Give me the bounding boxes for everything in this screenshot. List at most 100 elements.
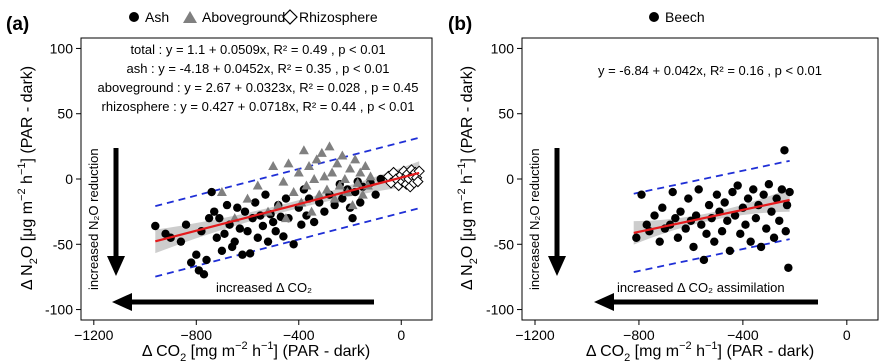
point-beech <box>650 211 659 220</box>
legend-b: Beech <box>649 9 705 25</box>
y-tick-label: 0 <box>506 171 514 187</box>
point-ash <box>263 237 273 246</box>
point-ash <box>297 220 306 229</box>
point-beech <box>712 190 722 199</box>
arrow-a-horizontal-head <box>112 293 132 311</box>
point-beech <box>725 246 735 256</box>
point-aboveground <box>332 158 343 168</box>
point-ash <box>338 194 347 203</box>
point-beech <box>762 224 771 233</box>
axes-a: -100 -50 0 50 100 −1200 −800 −400 0 <box>45 40 405 343</box>
prediction-interval-a <box>155 136 420 278</box>
legend-aboveground-label: Aboveground <box>202 9 285 25</box>
point-ash <box>356 198 365 207</box>
point-ash <box>230 237 239 246</box>
point-beech <box>699 255 709 265</box>
x-axis-label-b: Δ CO2 [mg m−2 h−1] (PAR - dark) <box>586 340 814 361</box>
point-ash <box>281 194 291 203</box>
axes-b: -100 -50 0 50 100 −1200 −800 −400 0 <box>486 40 851 343</box>
point-beech <box>767 207 776 216</box>
legend-ash-marker <box>129 12 139 22</box>
point-aboveground <box>324 141 335 151</box>
x-tick-label: −800 <box>623 327 655 343</box>
point-aboveground <box>280 213 291 223</box>
annotation-b-horizontal: increased Δ CO₂ assimilation <box>617 280 785 295</box>
point-beech <box>749 185 758 194</box>
point-aboveground <box>350 154 361 164</box>
point-beech <box>777 185 787 194</box>
legend-ash-label: Ash <box>145 9 169 25</box>
point-beech <box>772 194 781 203</box>
point-beech <box>782 200 792 210</box>
equation-rhizosphere: rhizosphere : y = 0.427 + 0.0718x, R² = … <box>102 99 415 114</box>
legend-beech-marker <box>649 12 659 22</box>
arrow-b-horizontal-head <box>594 293 614 311</box>
point-beech <box>697 220 706 229</box>
point-aboveground <box>329 193 340 203</box>
point-aboveground <box>321 184 332 194</box>
point-beech <box>681 224 690 233</box>
point-beech <box>733 181 742 190</box>
point-ash <box>199 270 209 279</box>
point-aboveground <box>314 189 325 199</box>
point-ash <box>330 200 339 210</box>
x-tick-label: −800 <box>181 327 213 343</box>
point-ash <box>320 207 329 216</box>
point-beech <box>694 185 703 194</box>
point-ash <box>258 221 268 231</box>
panel-b-label: (b) <box>448 14 472 35</box>
y-tick-label: -50 <box>53 236 73 252</box>
y-tick-label: 0 <box>65 171 73 187</box>
point-beech <box>746 237 755 246</box>
point-ash <box>251 198 260 207</box>
y-tick-label: 50 <box>498 106 514 122</box>
y-tick-label: -100 <box>486 302 514 318</box>
point-ash <box>233 203 242 212</box>
point-beech <box>689 242 698 252</box>
x-tick-label: −1200 <box>515 327 555 343</box>
point-aboveground <box>360 160 371 170</box>
point-aboveground <box>347 200 358 210</box>
equation-aboveground: aboveground : y = 2.67 + 0.0323x, R² = 0… <box>98 80 419 95</box>
y-tick-label: -100 <box>45 302 73 318</box>
regression-line <box>155 171 420 243</box>
point-beech <box>769 233 779 242</box>
arrow-b-vertical-head <box>548 256 566 276</box>
point-beech <box>691 211 701 220</box>
point-aboveground <box>339 174 350 183</box>
point-aboveground <box>357 189 368 199</box>
legend-aboveground-marker <box>183 11 197 23</box>
point-ash <box>309 217 319 227</box>
point-beech <box>658 203 667 212</box>
x-tick-label: −1200 <box>74 327 114 343</box>
panel-b: -100 -50 0 50 100 −1200 −800 −400 0 y = -6.84 + … <box>456 37 879 361</box>
y-tick-label: -50 <box>494 236 514 252</box>
point-ash <box>202 255 211 265</box>
x-tick-label: 0 <box>843 327 851 343</box>
point-ash <box>240 207 250 216</box>
point-aboveground <box>278 176 289 186</box>
point-ash <box>253 233 262 242</box>
point-aboveground <box>365 171 376 181</box>
point-aboveground <box>334 180 345 190</box>
point-aboveground <box>355 167 366 177</box>
legend-beech-label: Beech <box>665 9 705 25</box>
x-tick-label: −400 <box>283 327 315 343</box>
equation-total: total : y = 1.1 + 0.0509x, R² = 0.49 , p… <box>130 42 385 57</box>
point-beech <box>743 194 753 203</box>
point-aboveground <box>293 167 304 177</box>
panel-a: -100 -50 0 50 100 −1200 −800 −400 0 total : y = … <box>16 37 433 361</box>
point-aboveground <box>301 180 312 190</box>
point-aboveground <box>298 145 309 155</box>
x-tick-label: 0 <box>397 327 405 343</box>
point-aboveground <box>288 187 299 197</box>
point-beech <box>655 237 664 246</box>
prediction-upper-line <box>633 159 790 195</box>
point-ash <box>186 258 196 267</box>
point-aboveground <box>337 150 348 160</box>
point-aboveground <box>327 167 338 177</box>
legend-a: Ash Aboveground Rhizosphere <box>129 9 378 25</box>
point-beech <box>642 220 651 229</box>
plot-area-b <box>521 37 879 321</box>
point-beech <box>723 216 732 225</box>
